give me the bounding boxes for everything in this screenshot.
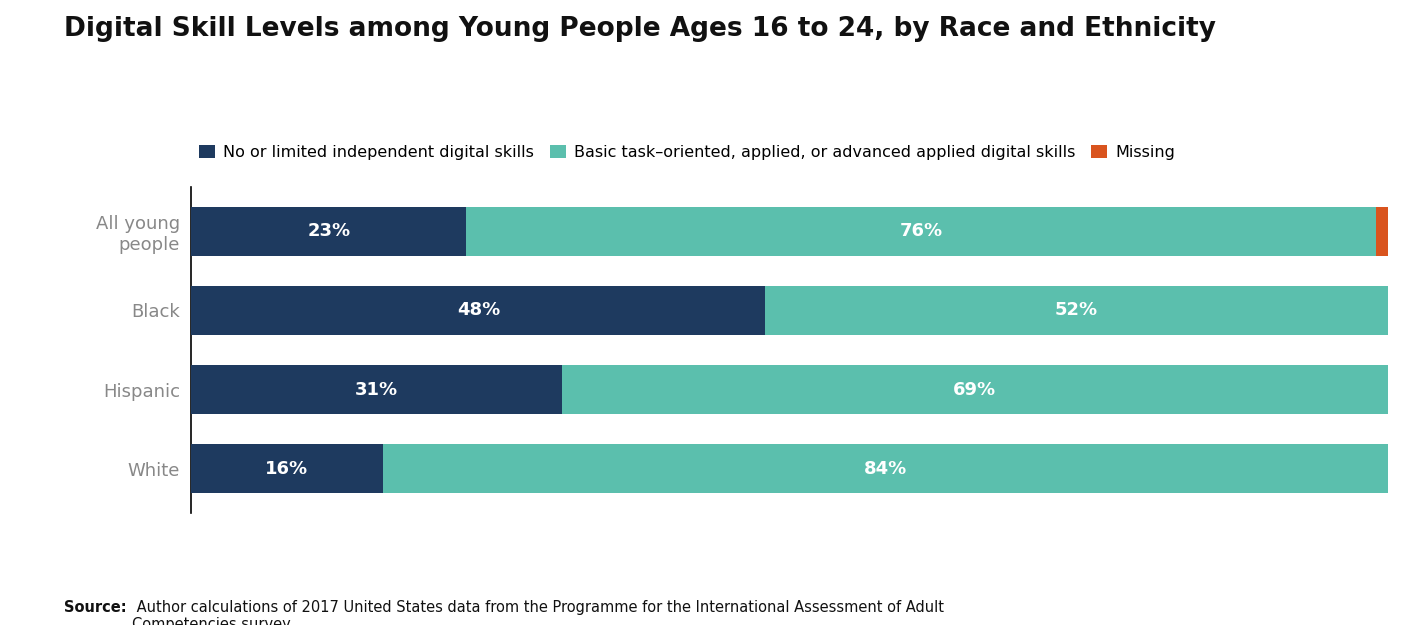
- Text: 31%: 31%: [355, 381, 398, 399]
- Bar: [562, 365, 1388, 414]
- Text: 84%: 84%: [864, 460, 906, 478]
- Bar: [191, 286, 766, 335]
- Text: 76%: 76%: [899, 222, 943, 240]
- Text: 69%: 69%: [953, 381, 997, 399]
- Bar: [466, 206, 1376, 256]
- Text: 52%: 52%: [1055, 301, 1099, 319]
- Bar: [191, 444, 382, 494]
- Text: 23%: 23%: [307, 222, 350, 240]
- Text: 48%: 48%: [457, 301, 500, 319]
- Bar: [1376, 206, 1388, 256]
- Text: Author calculations of 2017 United States data from the Programme for the Intern: Author calculations of 2017 United State…: [132, 600, 943, 625]
- Legend: No or limited independent digital skills, Basic task–oriented, applied, or advan: No or limited independent digital skills…: [200, 145, 1175, 160]
- Bar: [382, 444, 1388, 494]
- Bar: [191, 365, 562, 414]
- Bar: [766, 286, 1388, 335]
- Text: Digital Skill Levels among Young People Ages 16 to 24, by Race and Ethnicity: Digital Skill Levels among Young People …: [64, 16, 1216, 42]
- Text: Source:: Source:: [64, 600, 126, 615]
- Bar: [191, 206, 466, 256]
- Text: 16%: 16%: [265, 460, 309, 478]
